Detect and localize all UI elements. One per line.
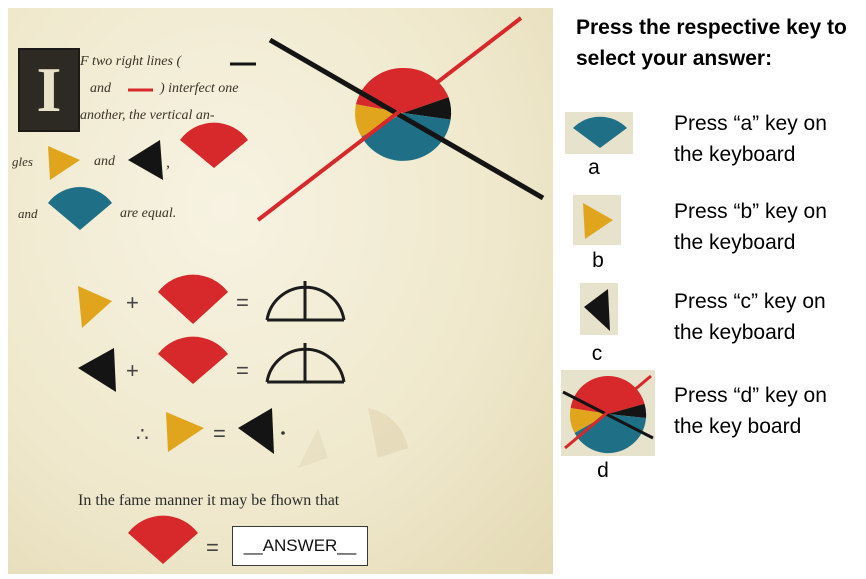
instructions-heading: Press the respective key to select your …: [576, 16, 847, 70]
answer-box: __ANSWER__: [232, 526, 368, 566]
blue-sector-icon[interactable]: [565, 112, 633, 154]
option-a-letter: a: [588, 156, 600, 179]
text-line-4b: and: [94, 154, 115, 169]
comma: ,: [166, 154, 170, 171]
svg-text:+: +: [126, 290, 139, 315]
red-sector-icon: [180, 122, 248, 168]
option-d-text: Press “d” key on the key board: [674, 384, 827, 438]
main-circle-diagram: [256, 16, 545, 222]
svg-text:=: =: [236, 290, 249, 315]
black-angle-icon: [128, 140, 163, 180]
yellow-angle-icon: [48, 146, 80, 180]
sample-text: In the fame manner it may be fhown that: [78, 492, 340, 509]
text-line-4a: gles: [12, 154, 33, 169]
svg-text:=: =: [213, 421, 226, 446]
option-b-text: Press “b” key on the keyboard: [674, 200, 827, 254]
svg-text:=: =: [206, 535, 219, 560]
option-b-letter: b: [592, 249, 604, 272]
text-line-2a: and: [90, 81, 111, 96]
option-c-letter: c: [591, 342, 603, 365]
yellow-angle-icon[interactable]: [573, 195, 621, 245]
option-d-letter: d: [597, 459, 609, 482]
full-circle-diagram-icon[interactable]: [561, 370, 655, 456]
book-page: + = + = = = I F two right lines ( and ) …: [8, 8, 553, 574]
black-angle-icon[interactable]: [580, 283, 618, 335]
page-diagrams: + = + = = =: [48, 16, 545, 564]
text-line-3: another, the vertical an-: [80, 108, 215, 123]
drop-cap: I: [18, 48, 80, 132]
option-a-text: Press “a” key on the keyboard: [674, 112, 827, 166]
text-line-5a: and: [18, 206, 38, 221]
blue-sector-icon: [48, 186, 112, 230]
text-line-2b: ) interfect one: [160, 81, 239, 96]
text-line-5b: are equal.: [120, 206, 177, 221]
therefore-symbol: ∴: [136, 424, 149, 446]
svg-text:=: =: [236, 358, 249, 383]
option-c-text: Press “c” key on the keyboard: [674, 290, 826, 344]
text-line-1: F two right lines (: [80, 54, 182, 69]
svg-text:+: +: [126, 358, 139, 383]
